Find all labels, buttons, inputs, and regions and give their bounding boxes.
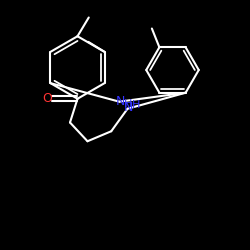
Text: O: O [42, 92, 52, 105]
Text: N: N [116, 95, 125, 108]
Text: H: H [124, 99, 132, 109]
Text: H: H [132, 100, 140, 110]
Text: N: N [124, 101, 134, 114]
